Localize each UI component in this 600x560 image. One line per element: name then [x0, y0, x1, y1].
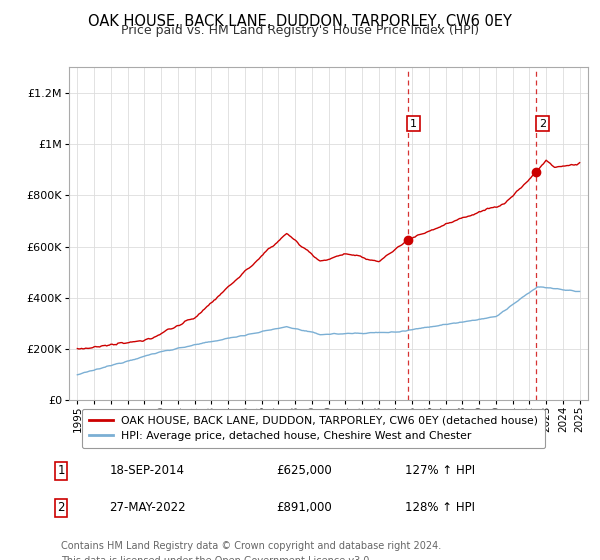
Text: 27-MAY-2022: 27-MAY-2022	[109, 502, 186, 515]
Text: Price paid vs. HM Land Registry's House Price Index (HPI): Price paid vs. HM Land Registry's House …	[121, 24, 479, 37]
Text: 1: 1	[58, 464, 65, 477]
Text: This data is licensed under the Open Government Licence v3.0.: This data is licensed under the Open Gov…	[61, 556, 373, 560]
Text: 18-SEP-2014: 18-SEP-2014	[109, 464, 184, 477]
Text: £625,000: £625,000	[276, 464, 332, 477]
Text: 2: 2	[58, 502, 65, 515]
Text: 1: 1	[410, 119, 417, 129]
Legend: OAK HOUSE, BACK LANE, DUDDON, TARPORLEY, CW6 0EY (detached house), HPI: Average : OAK HOUSE, BACK LANE, DUDDON, TARPORLEY,…	[82, 409, 545, 448]
Text: 2: 2	[539, 119, 546, 129]
Text: £891,000: £891,000	[276, 502, 332, 515]
Text: 128% ↑ HPI: 128% ↑ HPI	[405, 502, 475, 515]
Text: 127% ↑ HPI: 127% ↑ HPI	[405, 464, 475, 477]
Text: OAK HOUSE, BACK LANE, DUDDON, TARPORLEY, CW6 0EY: OAK HOUSE, BACK LANE, DUDDON, TARPORLEY,…	[88, 14, 512, 29]
Text: Contains HM Land Registry data © Crown copyright and database right 2024.: Contains HM Land Registry data © Crown c…	[61, 541, 442, 551]
